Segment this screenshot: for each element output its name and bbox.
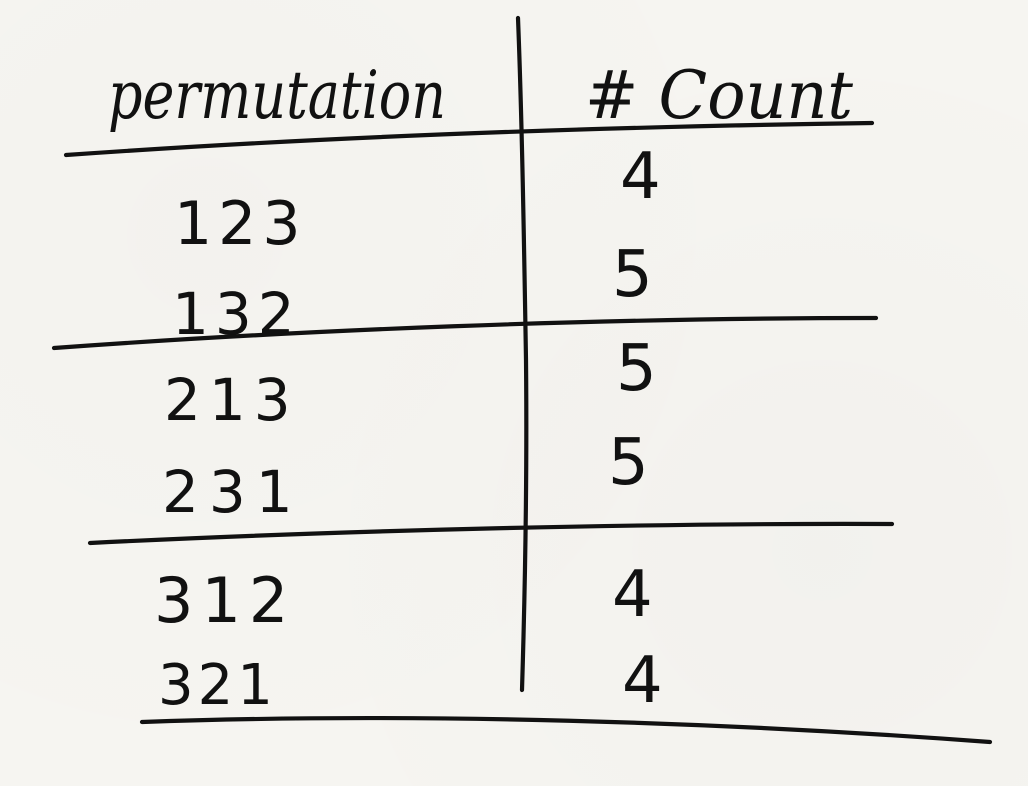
permutation-cell: 312 — [154, 564, 296, 637]
permutation-cell: 321 — [158, 653, 277, 718]
header-count: # Count — [585, 57, 853, 134]
count-cell: 4 — [620, 140, 661, 214]
permutation-cell: 132 — [172, 280, 301, 348]
header-permutation: permutation — [108, 57, 446, 134]
bottom-rule — [139, 715, 993, 745]
header-rule — [63, 120, 875, 158]
group-rule-2 — [87, 521, 895, 546]
count-cell: 4 — [622, 644, 663, 718]
count-cell: 4 — [612, 558, 653, 632]
count-cell: 5 — [608, 426, 649, 500]
permutation-cell: 123 — [174, 189, 307, 259]
count-cell: 5 — [616, 332, 657, 406]
group-rule-1 — [51, 315, 879, 351]
column-divider — [515, 15, 529, 693]
count-cell: 5 — [612, 238, 653, 312]
permutation-cell: 213 — [164, 366, 299, 434]
permutation-cell: 231 — [162, 458, 303, 526]
